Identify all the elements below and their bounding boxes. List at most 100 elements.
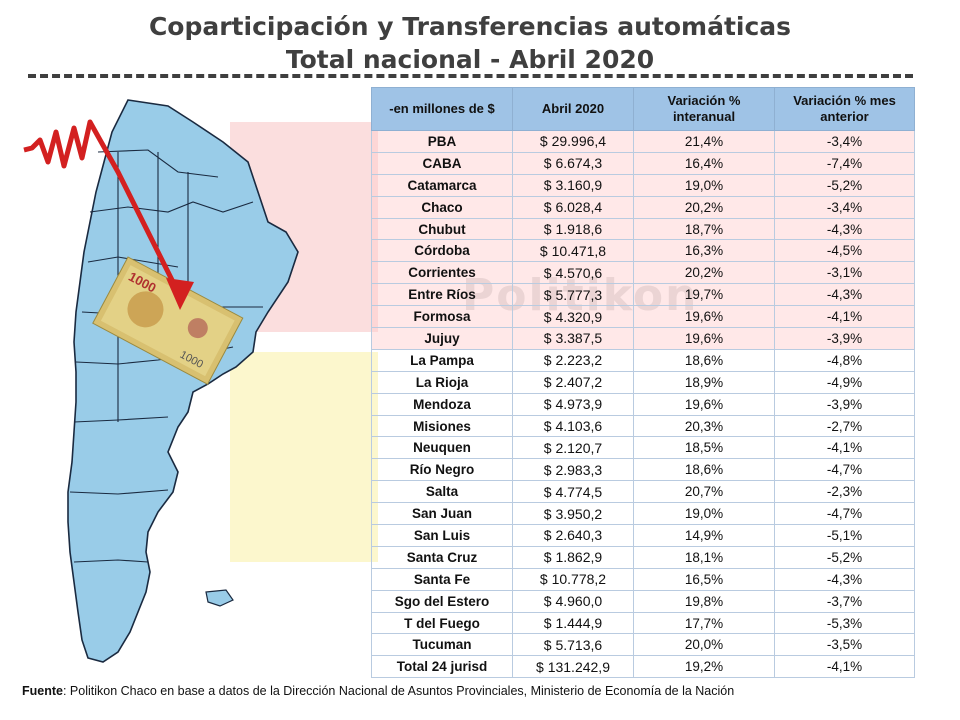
jurisdiction-cell: Formosa <box>371 305 513 329</box>
yoy-cell: 19,6% <box>633 392 775 416</box>
yoy-cell: 19,0% <box>633 502 775 526</box>
table-row: La Pampa $ 2.223,2 18,6% -4,8% <box>371 348 915 372</box>
mom-cell: -4,7% <box>774 502 915 526</box>
amount-cell: $ 6.674,3 <box>512 151 634 175</box>
header-april: Abril 2020 <box>512 87 634 131</box>
table-body: PBA $ 29.996,4 21,4% -3,4% CABA $ 6.674,3 16,4… <box>371 130 915 679</box>
table-row: San Luis $ 2.640,3 14,9% -5,1% <box>371 524 915 547</box>
amount-cell: $ 6.028,4 <box>512 195 634 219</box>
mom-cell: -3,1% <box>774 261 915 285</box>
jurisdiction-cell: La Pampa <box>371 348 513 372</box>
amount-cell: $ 5.777,3 <box>512 283 634 307</box>
table-row: PBA $ 29.996,4 21,4% -3,4% <box>371 130 915 153</box>
mom-cell: -4,1% <box>774 436 915 460</box>
amount-cell: $ 3.950,2 <box>512 502 634 526</box>
amount-cell: $ 4.960,0 <box>512 589 634 613</box>
dashed-divider <box>28 74 913 78</box>
yoy-cell: 18,5% <box>633 436 775 460</box>
amount-cell: $ 2.640,3 <box>512 524 634 547</box>
table-header-row: -en millones de $ Abril 2020 Variación %… <box>371 87 915 131</box>
arrow-head <box>166 278 194 310</box>
yoy-cell: 18,1% <box>633 545 775 569</box>
yoy-cell: 16,5% <box>633 567 775 591</box>
table-row: Salta $ 4.774,5 20,7% -2,3% <box>371 480 915 504</box>
table-row: Misiones $ 4.103,6 20,3% -2,7% <box>371 414 915 438</box>
yoy-cell: 16,4% <box>633 151 775 175</box>
banknote-image: 1000 1000 <box>92 256 244 385</box>
jurisdiction-cell: Salta <box>371 480 513 504</box>
jurisdiction-cell: Catamarca <box>371 173 513 197</box>
table-row: Entre Ríos $ 5.777,3 19,7% -4,3% <box>371 283 915 307</box>
yoy-cell: 18,6% <box>633 348 775 372</box>
mom-cell: -3,5% <box>774 633 915 657</box>
yoy-cell: 19,6% <box>633 305 775 329</box>
jurisdiction-cell: CABA <box>371 151 513 175</box>
jurisdiction-cell: Entre Ríos <box>371 283 513 307</box>
jurisdiction-cell: Santa Fe <box>371 567 513 591</box>
table-row: Santa Fe $ 10.778,2 16,5% -4,3% <box>371 567 915 591</box>
table-row: Sgo del Estero $ 4.960,0 19,8% -3,7% <box>371 589 915 613</box>
title-line-1: Coparticipación y Transferencias automát… <box>148 12 792 41</box>
yellow-block <box>230 352 378 562</box>
mom-cell: -4,9% <box>774 370 915 394</box>
jurisdiction-cell: Río Negro <box>371 458 513 482</box>
table-row: Corrientes $ 4.570,6 20,2% -3,1% <box>371 261 915 285</box>
header-jurisdiction: -en millones de $ <box>371 87 513 131</box>
jurisdiction-cell: Neuquen <box>371 436 513 460</box>
amount-cell: $ 10.471,8 <box>512 239 634 263</box>
amount-cell: $ 5.713,6 <box>512 633 634 657</box>
mom-cell: -3,7% <box>774 589 915 613</box>
table-row: Chaco $ 6.028,4 20,2% -3,4% <box>371 195 915 219</box>
jurisdiction-cell: Jujuy <box>371 327 513 350</box>
amount-cell: $ 4.103,6 <box>512 414 634 438</box>
page-title: Coparticipación y Transferencias automát… <box>0 10 940 76</box>
down-trend-arrow <box>23 119 181 294</box>
mom-cell: -3,4% <box>774 130 915 153</box>
mom-cell: -3,4% <box>774 195 915 219</box>
table-row: La Rioja $ 2.407,2 18,9% -4,9% <box>371 370 915 394</box>
yoy-cell: 19,6% <box>633 327 775 350</box>
yoy-cell: 14,9% <box>633 524 775 547</box>
mom-cell: -2,7% <box>774 414 915 438</box>
jurisdiction-cell: Sgo del Estero <box>371 589 513 613</box>
yoy-cell: 20,2% <box>633 261 775 285</box>
jurisdiction-cell: Corrientes <box>371 261 513 285</box>
jurisdiction-cell: La Rioja <box>371 370 513 394</box>
jurisdiction-cell: Total 24 jurisd <box>371 655 513 679</box>
source-note: Fuente: Politikon Chaco en base a datos … <box>22 684 734 698</box>
mom-cell: -4,1% <box>774 655 915 679</box>
mom-cell: -4,5% <box>774 239 915 263</box>
amount-cell: $ 1.918,6 <box>512 217 634 241</box>
table-row: Córdoba $ 10.471,8 16,3% -4,5% <box>371 239 915 263</box>
header-yoy: Variación % interanual <box>633 87 775 131</box>
table-row: Mendoza $ 4.973,9 19,6% -3,9% <box>371 392 915 416</box>
yoy-cell: 20,2% <box>633 195 775 219</box>
table-row: Neuquen $ 2.120,7 18,5% -4,1% <box>371 436 915 460</box>
header-mom: Variación % mes anterior <box>774 87 915 131</box>
amount-cell: $ 29.996,4 <box>512 130 634 153</box>
mom-cell: -5,2% <box>774 545 915 569</box>
table-row: Santa Cruz $ 1.862,9 18,1% -5,2% <box>371 545 915 569</box>
table-row: CABA $ 6.674,3 16,4% -7,4% <box>371 151 915 175</box>
table-row: T del Fuego $ 1.444,9 17,7% -5,3% <box>371 611 915 635</box>
amount-cell: $ 3.387,5 <box>512 327 634 350</box>
table-row: Chubut $ 1.918,6 18,7% -4,3% <box>371 217 915 241</box>
mom-cell: -4,3% <box>774 283 915 307</box>
mom-cell: -4,8% <box>774 348 915 372</box>
mom-cell: -3,9% <box>774 327 915 350</box>
table-row: Total 24 jurisd $ 131.242,9 19,2% -4,1% <box>371 655 915 679</box>
argentina-shape <box>67 99 299 663</box>
mom-cell: -5,2% <box>774 173 915 197</box>
amount-cell: $ 1.862,9 <box>512 545 634 569</box>
yoy-cell: 17,7% <box>633 611 775 635</box>
amount-cell: $ 2.223,2 <box>512 348 634 372</box>
amount-cell: $ 1.444,9 <box>512 611 634 635</box>
jurisdiction-cell: Santa Cruz <box>371 545 513 569</box>
yoy-cell: 16,3% <box>633 239 775 263</box>
amount-cell: $ 2.407,2 <box>512 370 634 394</box>
amount-cell: $ 131.242,9 <box>512 655 634 679</box>
amount-cell: $ 4.774,5 <box>512 480 634 504</box>
yoy-cell: 19,8% <box>633 589 775 613</box>
yoy-cell: 19,2% <box>633 655 775 679</box>
mom-cell: -3,9% <box>774 392 915 416</box>
